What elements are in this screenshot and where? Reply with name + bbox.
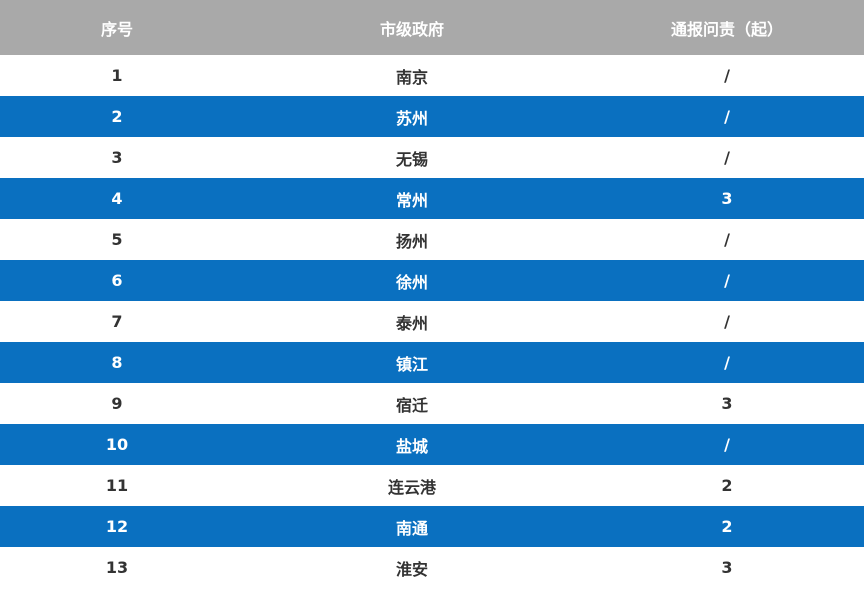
- header-row: 序号 市级政府 通报问责（起）: [0, 0, 864, 55]
- cell-government: 常州: [234, 178, 590, 219]
- header-government: 市级政府: [234, 0, 590, 55]
- cell-government: 宿迁: [395, 395, 428, 415]
- cell-count: /: [724, 148, 730, 167]
- header-index: 序号: [0, 0, 234, 55]
- cell-government: 盐城: [234, 424, 590, 465]
- cell-count: 3: [590, 178, 864, 219]
- cell-index: 2: [0, 96, 234, 137]
- cell-government: 徐州: [234, 260, 590, 301]
- cell-count: /: [590, 260, 864, 301]
- cell-index: 12: [0, 506, 234, 547]
- table-row: 1 南京 /: [0, 55, 864, 96]
- cell-count: 3: [721, 394, 733, 413]
- cell-index: 9: [111, 394, 123, 413]
- cell-index: 1: [111, 66, 123, 85]
- header-count: 通报问责（起）: [590, 0, 864, 55]
- table-row: 12 南通 2: [0, 506, 864, 547]
- table-row: 11 连云港 2: [0, 465, 864, 506]
- cell-government: 苏州: [234, 96, 590, 137]
- table-row: 8 镇江 /: [0, 342, 864, 383]
- table-row: 7 泰州 /: [0, 301, 864, 342]
- cell-count: /: [724, 66, 730, 85]
- table-row: 4 常州 3: [0, 178, 864, 219]
- cell-count: 2: [721, 476, 733, 495]
- table-row: 2 苏州 /: [0, 96, 864, 137]
- cell-government: 南通: [234, 506, 590, 547]
- cell-government: 连云港: [387, 477, 436, 497]
- table-row: 9 宿迁 3: [0, 383, 864, 424]
- cell-count: 2: [590, 506, 864, 547]
- cell-index: 6: [0, 260, 234, 301]
- cell-count: /: [590, 424, 864, 465]
- cell-government: 镇江: [234, 342, 590, 383]
- cell-index: 10: [0, 424, 234, 465]
- cell-count: /: [724, 230, 730, 249]
- cell-count: /: [590, 96, 864, 137]
- cell-index: 8: [0, 342, 234, 383]
- cell-government: 扬州: [395, 231, 428, 251]
- table-row: 10 盐城 /: [0, 424, 864, 465]
- cell-government: 无锡: [395, 149, 428, 169]
- cell-index: 7: [111, 312, 123, 331]
- cell-government: 泰州: [395, 313, 428, 333]
- cell-count: /: [590, 342, 864, 383]
- cell-index: 5: [111, 230, 123, 249]
- cell-government: 南京: [395, 67, 428, 87]
- cell-count: /: [724, 312, 730, 331]
- cell-index: 3: [111, 148, 123, 167]
- table-row: 6 徐州 /: [0, 260, 864, 301]
- table-row: 5 扬州 /: [0, 219, 864, 260]
- table-row: 3 无锡 /: [0, 137, 864, 178]
- cell-count: 3: [721, 558, 733, 577]
- table-row: 13 淮安 3: [0, 547, 864, 588]
- cell-government: 淮安: [395, 559, 428, 579]
- cell-index: 11: [105, 476, 129, 495]
- cell-index: 4: [0, 178, 234, 219]
- cell-index: 13: [105, 558, 129, 577]
